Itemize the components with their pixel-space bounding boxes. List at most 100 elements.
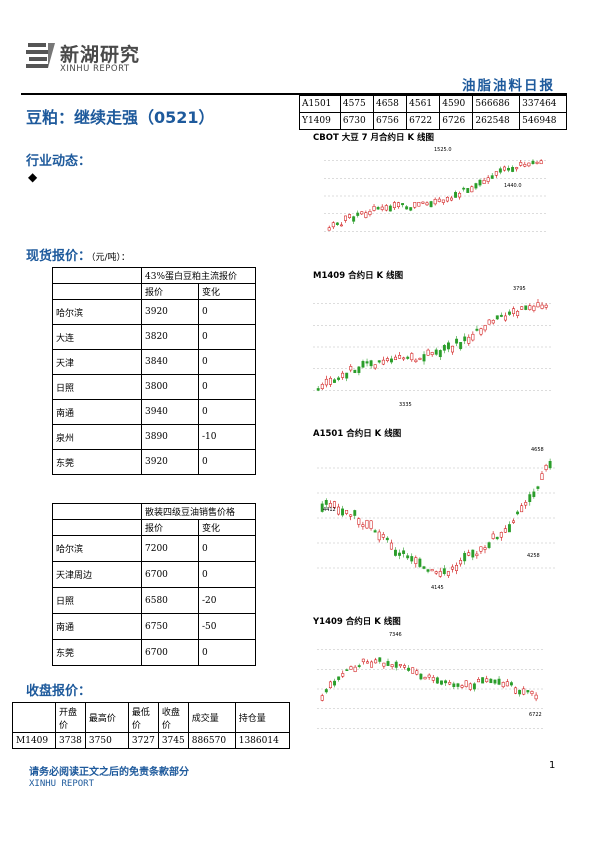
- candle-body: [495, 315, 499, 320]
- chart-label-mid: 4258: [527, 553, 540, 559]
- candle-body: [534, 694, 538, 700]
- chart-label-left: 4412: [323, 507, 336, 513]
- candle-body: [411, 667, 415, 674]
- table-cell: 6726: [439, 112, 474, 130]
- candle-body: [398, 355, 402, 359]
- candle-body: [548, 461, 552, 469]
- table-cell: 886570: [187, 732, 236, 749]
- candle-body: [333, 379, 336, 383]
- table-cell: 日照: [52, 587, 142, 614]
- candle-body: [491, 320, 495, 324]
- candle-body: [455, 565, 458, 571]
- candle-body: [328, 377, 332, 385]
- candle-body: [345, 669, 349, 671]
- candle-body: [369, 520, 373, 529]
- table-row: Y1409 6730 6756 6722 6726 262548 546948: [299, 112, 567, 130]
- candle-body: [364, 212, 368, 218]
- candle-body: [536, 486, 540, 489]
- table-title: 43%蛋白豆粕主流报价: [141, 267, 256, 284]
- candle-body: [433, 198, 437, 205]
- table-cell: 7200: [141, 535, 199, 562]
- candle-body: [511, 166, 515, 172]
- candle-body: [431, 677, 435, 681]
- table-row: 东莞 6700 0: [52, 639, 256, 666]
- table-row: 东莞 3920 0: [52, 449, 256, 475]
- candle-body: [415, 670, 419, 675]
- table-cell: 大连: [52, 324, 142, 350]
- candle-body: [405, 206, 409, 210]
- candle-body: [472, 683, 476, 690]
- candle-body: [531, 160, 535, 164]
- candle-body: [349, 666, 353, 670]
- candle-body: [526, 690, 530, 693]
- table-cell: M1409: [12, 732, 56, 749]
- candle-body: [349, 366, 353, 371]
- candle-body: [373, 364, 377, 369]
- table-row: A1501 4575 4658 4561 4590 566686 337464: [299, 95, 567, 113]
- chart-label-high: 7346: [389, 632, 402, 638]
- candle-body: [385, 537, 389, 541]
- candle-body: [514, 687, 517, 694]
- candle-body: [430, 352, 434, 355]
- footer-disclaimer: 请务必阅读正文之后的免责条款部分: [29, 767, 189, 778]
- candle-body: [414, 359, 418, 362]
- y1409-kline-svg: [317, 649, 543, 729]
- a1501-kline-svg: [317, 458, 557, 578]
- candle-body: [357, 366, 361, 373]
- table-cell: 546948: [519, 112, 567, 130]
- candle-body: [452, 683, 456, 688]
- candle-body: [370, 661, 374, 668]
- candle-body: [353, 510, 357, 516]
- candle-body: [320, 503, 324, 512]
- candle-body: [501, 682, 505, 688]
- candle-body: [335, 222, 339, 226]
- table-cell: 6700: [141, 561, 199, 588]
- candle-body: [403, 665, 406, 668]
- candle-body: [324, 689, 328, 693]
- candle-body: [487, 319, 491, 325]
- candle-body: [519, 162, 523, 166]
- table-title-row: 43%蛋白豆粕主流报价: [52, 267, 256, 284]
- candle-body: [444, 680, 448, 684]
- m1409-kline-chart: 3795 3335: [313, 282, 553, 412]
- y1409-kline-chart: 7346 6722: [317, 630, 543, 748]
- candle-body: [498, 168, 502, 173]
- candle-body: [507, 167, 510, 171]
- candle-body: [324, 499, 328, 505]
- logo-mark-icon: [26, 43, 55, 68]
- candle-body: [357, 518, 361, 525]
- column-header: [12, 702, 56, 733]
- candle-body: [331, 222, 335, 228]
- candle-body: [344, 215, 347, 221]
- candle-body: [505, 681, 509, 687]
- candle-body: [352, 216, 356, 222]
- page-title: 豆粕：继续走强（0521）: [26, 108, 215, 127]
- candle-body: [528, 494, 532, 503]
- table-row: 天津 3840 0: [52, 349, 256, 375]
- table-cell: 南通: [52, 399, 142, 425]
- candle-body: [512, 308, 516, 314]
- table-cell: 3920: [141, 299, 199, 325]
- candle-body: [365, 661, 369, 664]
- table-cell: 0: [198, 561, 256, 588]
- chart-label-low: 4145: [431, 585, 444, 591]
- candle-body: [320, 695, 324, 701]
- column-header: 开盘价: [55, 702, 86, 733]
- candle-body: [392, 202, 396, 208]
- candle-body: [430, 569, 434, 572]
- candle-body: [361, 658, 365, 663]
- candle-body: [515, 167, 519, 170]
- candle-body: [499, 532, 503, 538]
- candle-body: [316, 388, 320, 391]
- top-quote-table: A1501 4575 4658 4561 4590 566686 337464 …: [299, 95, 567, 130]
- bullet-icon: ◆: [28, 170, 38, 184]
- candle-body: [495, 536, 499, 540]
- candle-body: [406, 555, 410, 559]
- candle-body: [516, 511, 520, 515]
- candle-body: [544, 465, 548, 470]
- candle-body: [337, 377, 341, 380]
- candle-body: [503, 315, 507, 321]
- candle-body: [377, 531, 381, 541]
- candle-body: [390, 358, 393, 363]
- candle-body: [477, 679, 480, 683]
